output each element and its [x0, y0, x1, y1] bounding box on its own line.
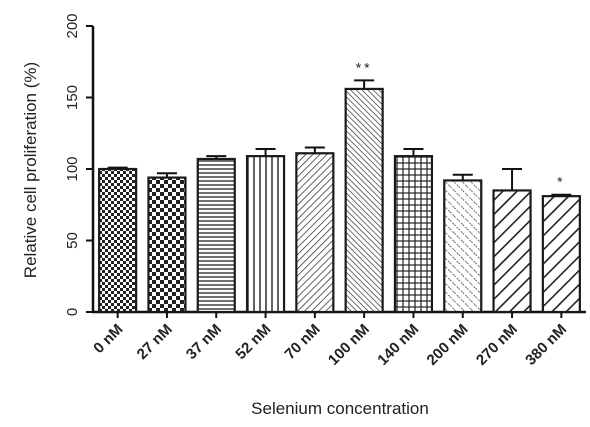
x-tick-label: 27 nM — [134, 321, 176, 363]
y-tick-label: 100 — [64, 156, 81, 181]
y-tick-label: 200 — [64, 13, 81, 38]
y-tick-label: 150 — [64, 85, 81, 110]
x-tick-label: 0 nM — [90, 321, 126, 357]
x-tick-label: 37 nM — [183, 321, 225, 363]
y-tick-label: 0 — [64, 308, 81, 316]
x-tick-label: 200 nM — [424, 321, 472, 369]
bar — [98, 167, 138, 314]
bar — [492, 189, 532, 314]
x-tick-label: 52 nM — [232, 321, 274, 363]
bar — [443, 179, 483, 314]
bar — [245, 155, 286, 314]
bar — [541, 195, 581, 314]
y-axis-title-group: Relative cell proliferation (%) — [21, 62, 40, 278]
y-tick-label-group: 100 — [64, 156, 81, 181]
bars: *** — [98, 59, 581, 314]
bar — [295, 152, 335, 314]
y-tick-label-group: 150 — [64, 85, 81, 110]
significance-marker: * — [557, 174, 565, 190]
y-axis-title: Relative cell proliferation (%) — [21, 62, 40, 278]
y-axis-ticks: 0 50 100 150 200 — [64, 13, 93, 316]
y-tick-label-group: 0 — [64, 308, 81, 316]
bar — [344, 87, 384, 314]
x-axis-ticks: 0 nM 27 nM 37 nM 52 nM 70 nM 100 nM 140 nM 200 … — [90, 312, 570, 369]
y-tick-label: 50 — [64, 232, 81, 249]
y-tick-label-group: 200 — [64, 13, 81, 38]
x-axis-title: Selenium concentration — [251, 399, 429, 418]
x-tick-label: 380 nM — [522, 321, 570, 369]
x-tick-label: 100 nM — [325, 321, 373, 369]
bar — [196, 157, 236, 314]
bar — [393, 155, 434, 314]
x-tick-label: 70 nM — [282, 321, 324, 363]
significance-marker: ** — [356, 59, 373, 75]
bar — [147, 176, 187, 314]
x-tick-label: 270 nM — [473, 321, 521, 369]
x-tick-label: 140 nM — [374, 321, 422, 369]
y-tick-label-group: 50 — [64, 232, 81, 249]
